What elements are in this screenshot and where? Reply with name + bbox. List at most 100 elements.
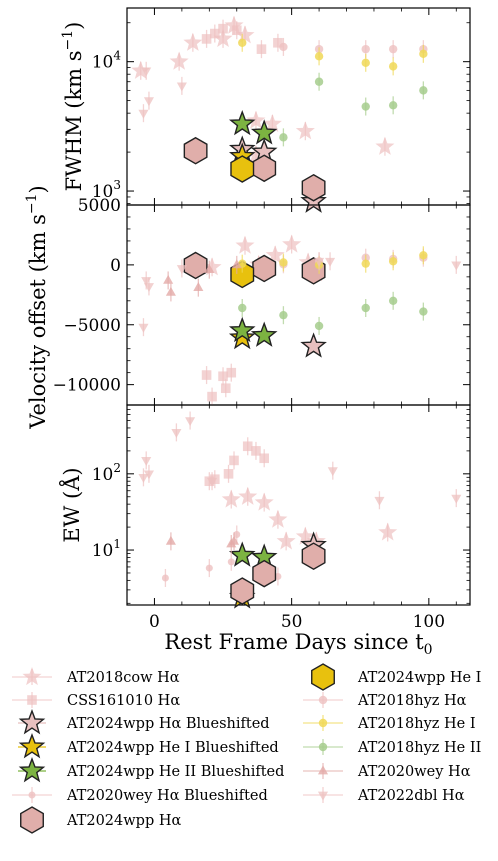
legend-label: AT2024wpp He I Blueshifted [66, 740, 279, 756]
point-at2022dbl-h- [374, 496, 385, 506]
point-css161010-h- [223, 469, 234, 479]
point-at2018hyz-he-ii [361, 303, 370, 313]
point-at2018cow-h- [235, 235, 255, 254]
y-tick-label: 0 [110, 256, 121, 276]
series-layer-fwhm [131, 15, 428, 213]
point-at2022dbl-h- [176, 82, 187, 92]
point-css161010-h- [231, 25, 242, 36]
point-at2022dbl-h- [171, 429, 182, 438]
point-at2020wey-h- [193, 282, 204, 291]
point-css161010-h- [273, 37, 283, 48]
point-at2022dbl-h- [176, 265, 187, 275]
point-at2024wpp-h- [301, 542, 326, 571]
legend-label: CSS161010 Hα [67, 693, 180, 709]
point-at2022dbl-h- [207, 477, 218, 487]
point-at2018hyz-he-ii [419, 307, 428, 316]
legend-label: AT2018hyz He II [357, 740, 481, 756]
point-at2024wpp-he-i-blueshifted [228, 323, 256, 350]
point-at2024wpp-h-blueshifted [300, 332, 327, 358]
legend-marker-star [22, 667, 42, 686]
point-at2018hyz-he-i [279, 258, 288, 267]
legend-item-at2024wpp-h-blueshifted: AT2024wpp Hα Blueshifted [18, 709, 270, 735]
point-at2018hyz-he-ii [314, 321, 324, 331]
point-at2018hyz-he-i [419, 49, 428, 59]
point-at2022dbl-h- [185, 417, 196, 427]
point-at2018hyz-h- [279, 42, 288, 52]
legend-item-at2024wpp-he-ii-blueshifted: AT2024wpp He II Blueshifted [18, 757, 284, 783]
panel-frame-ew [126, 404, 471, 606]
point-css161010-h- [256, 44, 267, 54]
point-at2018hyz-he-ii [238, 303, 247, 313]
point-at2018cow-h- [265, 245, 285, 264]
point-at2020wey-h-blueshifted [161, 574, 169, 582]
point-at2020wey-h- [204, 264, 215, 274]
point-at2018hyz-he-i [238, 38, 247, 47]
point-at2018cow-h- [378, 522, 398, 541]
point-at2024wpp-h- [252, 559, 277, 588]
point-at2020wey-h- [231, 259, 242, 269]
legend-item-at2018hyz-he-ii: AT2018hyz He II [303, 739, 481, 756]
legend-marker-circle [318, 718, 328, 728]
point-at2018cow-h- [276, 531, 296, 550]
point-at2024wpp-h- [252, 254, 277, 283]
point-css161010-h- [218, 23, 228, 34]
point-at2018cow-h- [268, 509, 288, 528]
y-tick-label: 102 [92, 461, 121, 485]
point-at2024wpp-h- [230, 577, 255, 605]
point-at2024wpp-h- [301, 173, 326, 202]
point-at2022dbl-h- [138, 109, 149, 119]
point-at2018hyz-he-i [361, 259, 370, 268]
point-at2022dbl-h- [325, 257, 336, 267]
legend-label: AT2018cow Hα [66, 670, 180, 686]
point-at2022dbl-h- [314, 257, 325, 267]
point-css161010-h- [251, 446, 261, 456]
point-at2024wpp-he-ii-blueshifted [228, 109, 256, 136]
legend-marker-star [18, 733, 46, 759]
point-css161010-h- [210, 28, 220, 39]
y-axis-label-fwhm: FWHM (km s−1) [60, 22, 86, 192]
point-at2018cow-h- [235, 25, 255, 44]
legend-label: AT2022dbl Hα [357, 788, 465, 804]
point-at2018hyz-he-i [314, 52, 324, 61]
point-at2022dbl-h- [143, 283, 154, 293]
legend-marker-hexagon [311, 663, 335, 691]
point-at2018hyz-he-ii [279, 310, 288, 320]
legend-item-at2018hyz-he-i: AT2018hyz He I [303, 715, 476, 732]
point-at2024wpp-he-i [230, 155, 255, 183]
y-axis-label-vel: Velocity offset (km s−1) [24, 185, 50, 430]
point-at2018hyz-he-ii [279, 133, 288, 142]
point-at2018hyz-he-i [388, 257, 398, 266]
legend-marker-triangle-up [317, 765, 329, 775]
point-at2022dbl-h- [451, 494, 462, 504]
legend-item-at2018hyz-h-: AT2018hyz Hα [303, 692, 467, 709]
legend: AT2018cow Hα CSS161010 Hα AT2024wpp Hα Blu… [12, 663, 481, 834]
legend-label: AT2024wpp He I [357, 670, 481, 686]
point-at2022dbl-h- [327, 467, 338, 477]
point-css161010-h- [220, 383, 231, 394]
series-layer-vel [138, 234, 462, 406]
point-at2020wey-h- [165, 286, 176, 296]
legend-label: AT2024wpp Hα [66, 813, 181, 829]
point-css161010-h- [201, 34, 212, 44]
point-at2024wpp-he-ii-blueshifted [228, 541, 256, 567]
point-at2018hyz-he-ii [388, 296, 398, 306]
point-at2018hyz-he-i [419, 251, 428, 260]
point-at2022dbl-h- [141, 67, 152, 77]
legend-label: AT2020wey Hα Blueshifted [66, 788, 268, 804]
point-at2018cow-h- [169, 51, 189, 70]
legend-label: AT2020wey Hα [357, 764, 471, 780]
point-css161010-h- [218, 371, 228, 382]
point-at2018hyz-h- [388, 44, 398, 54]
legend-item-at2024wpp-he-i: AT2024wpp He I [311, 663, 481, 691]
point-at2018hyz-he-ii [388, 101, 398, 110]
point-at2024wpp-h- [183, 251, 208, 280]
point-at2020wey-h-blueshifted [205, 564, 213, 572]
point-at2018cow-h- [238, 486, 258, 505]
point-at2018cow-h- [375, 136, 395, 155]
legend-marker-star [18, 757, 46, 783]
point-css161010-h- [226, 367, 237, 378]
legend-marker-square [27, 695, 37, 705]
point-at2024wpp-h- [252, 154, 277, 183]
